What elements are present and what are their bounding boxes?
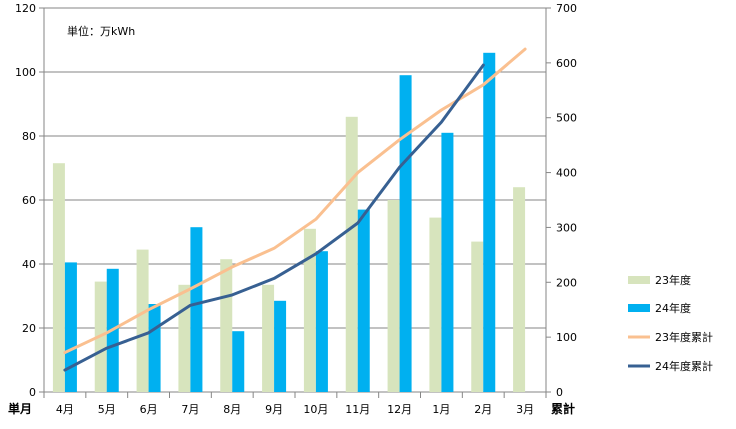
left-tick-label: 20	[22, 322, 36, 335]
axes: 0 20 40 60 80 100 120 0 100 200 300 400 500 600 700 4月 5…	[15, 2, 577, 416]
bar-23年度	[345, 116, 358, 393]
bar-24年度	[64, 262, 77, 392]
x-tick-label: 2月	[474, 403, 492, 416]
legend-swatch-23年度	[628, 276, 650, 284]
bar-23年度	[52, 163, 65, 392]
bar-23年度	[220, 259, 233, 392]
legend-swatch-24年度	[628, 304, 650, 312]
x-tick-label: 11月	[345, 403, 370, 416]
x-tick-label: 6月	[140, 403, 158, 416]
bar-23年度	[387, 200, 400, 392]
right-tick-label: 100	[556, 331, 577, 344]
x-tick-label: 7月	[181, 403, 199, 416]
left-tick-label: 100	[15, 66, 36, 79]
right-tick-label: 400	[556, 167, 577, 180]
left-tick-label: 0	[29, 386, 36, 399]
x-tick-label: 12月	[387, 403, 412, 416]
bar-24年度	[399, 75, 412, 392]
bar-24年度	[315, 251, 328, 392]
left-tick-label: 60	[22, 194, 36, 207]
right-tick-label: 300	[556, 221, 577, 234]
unit-label: 単位：万kWh	[67, 24, 135, 38]
bar-23年度	[471, 241, 484, 392]
right-axis-label: 累計	[551, 401, 575, 416]
x-tick-label: 9月	[265, 403, 283, 416]
legend-label-23年度: 23年度	[655, 273, 691, 287]
bar-23年度	[136, 249, 149, 392]
line-24年度累計	[63, 63, 485, 372]
bar-24年度	[232, 331, 245, 392]
x-tick-label: 10月	[303, 403, 328, 416]
right-tick-label: 600	[556, 57, 577, 70]
legend-label-23年度累計: 23年度累計	[655, 330, 713, 344]
left-tick-label: 120	[15, 2, 36, 15]
left-tick-label: 80	[22, 130, 36, 143]
bar-24年度	[274, 300, 287, 392]
legend-label-24年度: 24年度	[655, 301, 691, 315]
legend: 23年度 24年度 23年度累計 24年度累計	[628, 273, 713, 373]
bar-23年度	[429, 217, 442, 392]
x-tick-label: 5月	[98, 403, 116, 416]
bar-24年度	[441, 132, 454, 393]
right-tick-label: 500	[556, 112, 577, 125]
bar-23年度	[262, 284, 275, 392]
bar-24年度	[483, 52, 496, 393]
bars	[52, 52, 526, 393]
left-axis-label: 単月	[8, 401, 32, 416]
gridlines	[44, 71, 546, 329]
bar-23年度	[513, 187, 526, 392]
lines	[63, 47, 527, 372]
bar-23年度	[303, 228, 316, 392]
x-tick-label: 3月	[516, 403, 534, 416]
left-tick-label: 40	[22, 258, 36, 271]
bar-24年度	[357, 209, 370, 392]
bar-23年度	[178, 284, 191, 392]
legend-label-24年度累計: 24年度累計	[655, 359, 713, 373]
x-tick-label: 1月	[432, 403, 450, 416]
right-tick-label: 700	[556, 2, 577, 15]
bar-24年度	[190, 227, 203, 392]
right-tick-label: 0	[556, 386, 563, 399]
right-tick-label: 200	[556, 276, 577, 289]
x-tick-label: 4月	[56, 403, 74, 416]
bar-24年度	[148, 304, 161, 392]
x-tick-label: 8月	[223, 403, 241, 416]
line-23年度累計	[63, 47, 527, 354]
